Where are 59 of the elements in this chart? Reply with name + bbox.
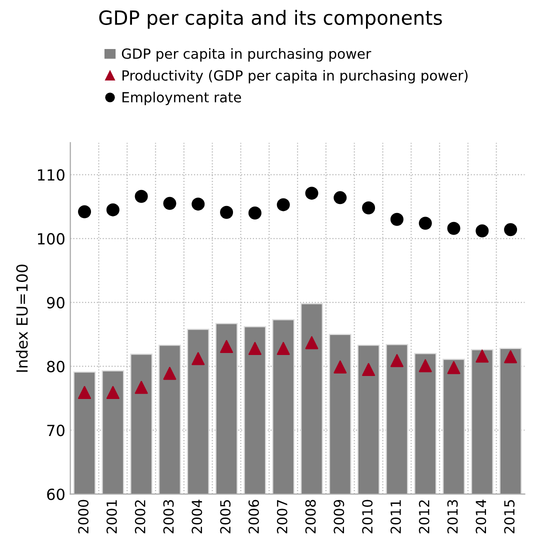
point [163, 366, 176, 380]
point [163, 196, 176, 210]
point [362, 201, 376, 214]
y-tick-label: 100 [38, 233, 64, 245]
point [334, 360, 347, 374]
x-tick-label: 2005 [220, 500, 231, 534]
point [276, 342, 290, 355]
point [504, 223, 518, 236]
point [134, 190, 148, 203]
chart-title: GDP per capita and its components [99, 10, 442, 29]
point [220, 340, 234, 354]
point [476, 350, 489, 363]
point [362, 363, 376, 376]
x-tick-label: 2012 [418, 500, 430, 534]
point [78, 386, 92, 400]
x-tick-label: 2009 [334, 500, 344, 534]
y-tick-label: 90 [46, 296, 64, 308]
x-tick-label: 2000 [78, 500, 89, 534]
point [276, 198, 290, 212]
y-tick-label: 60 [47, 488, 64, 500]
legend-label: Productivity (GDP per capita in purchasing power) [122, 70, 468, 84]
legend-label: Employment rate [122, 92, 242, 106]
point [248, 206, 262, 220]
x-tick-label: 2011 [390, 500, 401, 534]
x-tick-label: 2008 [305, 500, 316, 534]
point [504, 350, 518, 364]
point [390, 354, 404, 368]
point [78, 205, 92, 218]
y-axis-title: Index EU=100 [16, 264, 28, 372]
point [106, 203, 120, 216]
x-tick-label: 2003 [163, 500, 174, 534]
x-tick-label: 2004 [192, 500, 202, 534]
x-tick-label: 2001 [106, 500, 117, 534]
x-tick-label: 2007 [276, 500, 288, 534]
x-tick-label: 2002 [134, 500, 146, 534]
point [134, 380, 148, 394]
y-tick-label: 80 [47, 360, 64, 372]
x-tick-label: 2010 [362, 500, 373, 534]
point [476, 224, 489, 238]
point [220, 206, 234, 219]
point [248, 342, 262, 355]
point [334, 191, 347, 204]
x-tick-label: 2015 [504, 500, 515, 534]
point [418, 359, 432, 372]
point [305, 186, 318, 200]
point [305, 336, 318, 350]
point [418, 216, 432, 230]
point [447, 222, 460, 235]
legend-label: GDP per capita in purchasing power [122, 48, 372, 62]
point [192, 198, 205, 211]
x-tick-label: 2006 [248, 500, 259, 534]
y-tick-label: 70 [47, 424, 64, 436]
point [390, 212, 404, 226]
point [447, 361, 460, 374]
x-tick-label: 2014 [476, 500, 486, 534]
y-tick-label: 110 [38, 169, 64, 181]
point [192, 352, 205, 366]
x-tick-label: 2013 [447, 500, 458, 534]
point [106, 386, 120, 400]
